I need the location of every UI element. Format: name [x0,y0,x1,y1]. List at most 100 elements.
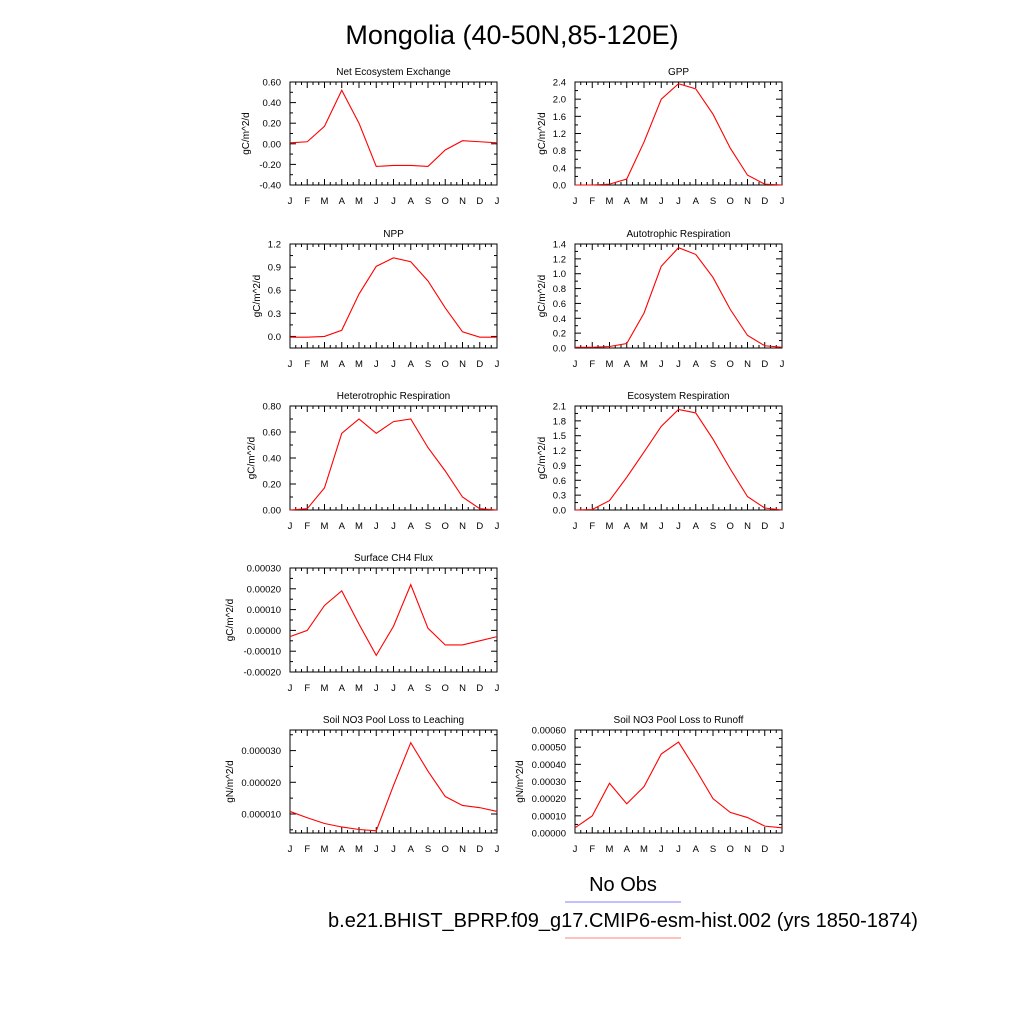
x-tick-label: J [374,844,379,855]
y-tick-label: 1.0 [553,269,566,280]
x-tick-label: S [710,844,716,855]
panel-title: Autotrophic Respiration [627,229,731,240]
panel-title: GPP [668,67,689,78]
x-tick-label: A [339,521,346,532]
x-tick-label: O [727,359,734,370]
y-tick-label: 0.4 [553,163,566,174]
x-tick-label: J [391,844,396,855]
x-tick-label: J [495,196,500,207]
x-tick-label: M [321,196,329,207]
x-tick-label: J [676,844,681,855]
x-tick-label: J [676,359,681,370]
series-line [289,741,498,832]
series-line [575,83,783,186]
x-tick-label: M [640,359,648,370]
x-tick-label: J [495,683,500,694]
x-tick-label: A [693,196,700,207]
plot-frame [574,243,783,349]
x-tick-label: A [339,196,346,207]
y-tick-label: 0.3 [268,309,281,320]
y-tick-label: 0.00050 [532,743,566,754]
plot-frame [289,729,498,834]
x-tick-label: A [339,844,346,855]
x-tick-label: O [727,196,734,207]
y-tick-label: 0.00010 [247,605,281,616]
plot-frame [574,405,783,511]
x-tick-label: A [624,521,631,532]
x-tick-label: S [710,359,716,370]
x-tick-label: F [304,196,310,207]
panel-title: Ecosystem Respiration [627,391,729,402]
y-tick-label: 0.20 [263,119,282,130]
figure-title: Mongolia (40-50N,85-120E) [345,20,678,50]
y-tick-label: 0.6 [553,476,566,487]
y-tick-label: -0.00010 [243,647,281,658]
y-tick-label: 1.2 [553,446,566,457]
y-tick-label: 1.2 [268,240,281,251]
x-tick-label: J [391,196,396,207]
y-axis-label: gC/m^2/d [537,437,548,480]
panel-title: Net Ecosystem Exchange [336,67,451,78]
x-tick-label: A [339,683,346,694]
y-tick-label: 0.80 [263,402,282,413]
x-tick-label: J [288,359,293,370]
x-tick-label: N [744,521,751,532]
x-tick-label: D [476,359,483,370]
x-tick-label: O [442,683,449,694]
x-tick-label: J [659,844,664,855]
y-axis-label: gC/m^2/d [252,275,263,318]
y-tick-label: 1.2 [553,254,566,265]
x-tick-label: F [589,196,595,207]
y-tick-label: 0.60 [263,428,282,439]
y-tick-label: 0.4 [553,314,566,325]
y-tick-label: 0.9 [553,461,566,472]
x-tick-label: F [589,844,595,855]
x-tick-label: J [573,196,578,207]
y-tick-label: 0.00000 [247,626,281,637]
y-tick-label: 2.4 [553,78,566,89]
y-tick-label: 2.0 [553,95,566,106]
x-tick-label: M [321,521,329,532]
x-tick-label: D [761,359,768,370]
y-tick-label: 0.00030 [247,564,281,575]
x-tick-label: A [624,196,631,207]
y-tick-label: 0.00000 [532,829,566,840]
x-tick-label: A [693,359,700,370]
x-tick-label: N [459,359,466,370]
y-tick-label: 0.00060 [532,726,566,737]
x-tick-label: M [321,359,329,370]
series-line [289,89,498,168]
x-tick-label: D [476,196,483,207]
y-tick-label: 0.000030 [241,746,281,757]
x-tick-label: N [744,844,751,855]
x-tick-label: O [727,521,734,532]
x-tick-label: M [321,683,329,694]
x-tick-label: J [495,521,500,532]
y-tick-label: 0.00040 [532,760,566,771]
y-tick-label: 1.6 [553,112,566,123]
y-tick-label: -0.00020 [243,668,281,679]
series-line [290,257,497,338]
y-tick-label: 0.00010 [532,811,566,822]
x-tick-label: N [459,683,466,694]
y-axis-label: gN/m^2/d [515,760,526,803]
x-tick-label: J [374,683,379,694]
legend-label-model: b.e21.BHIST_BPRP.f09_g17.CMIP6-esm-hist.… [328,910,918,932]
y-tick-label: 0.3 [553,491,566,502]
y-tick-label: 0.00020 [247,584,281,595]
y-tick-label: 1.8 [553,416,566,427]
y-tick-label: 0.0 [268,332,281,343]
y-tick-label: 0.00 [263,139,282,150]
x-tick-label: M [606,196,614,207]
y-tick-label: 1.2 [553,129,566,140]
plot-frame [289,81,498,186]
x-tick-label: D [476,844,483,855]
x-tick-label: J [573,359,578,370]
plot-frame [574,729,783,834]
